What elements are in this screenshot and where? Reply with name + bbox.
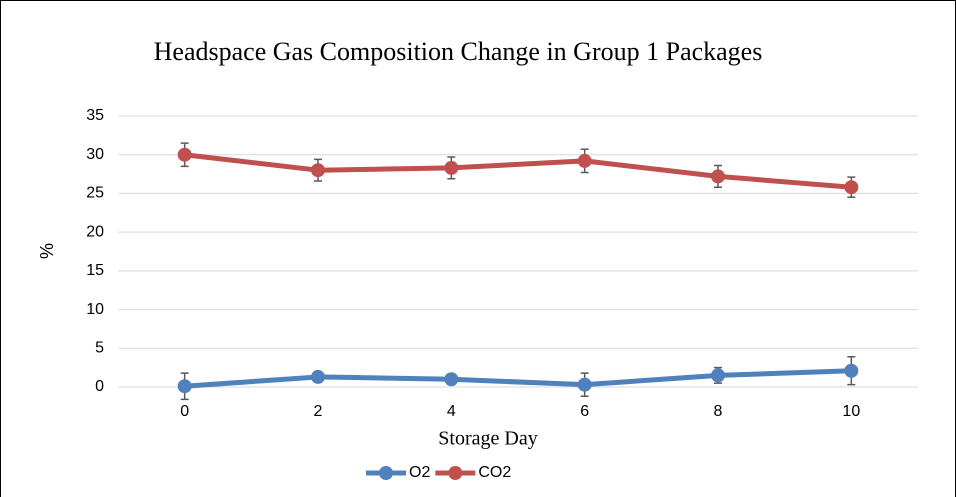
x-tick-label: 6 <box>580 403 589 420</box>
y-tick-label: 35 <box>86 107 104 124</box>
marker <box>577 377 592 392</box>
marker <box>177 147 192 162</box>
legend-label: CO2 <box>478 464 511 481</box>
x-tick-label: 8 <box>714 403 723 420</box>
marker <box>177 379 192 394</box>
x-tick-label: 10 <box>842 403 860 420</box>
marker <box>577 153 592 168</box>
marker <box>444 160 459 175</box>
y-tick-label: 20 <box>86 223 104 240</box>
marker <box>711 169 725 184</box>
line <box>184 368 852 389</box>
x-tick-label: 0 <box>180 403 189 420</box>
y-tick-label: 25 <box>86 185 104 202</box>
marker <box>444 372 459 387</box>
chart-title: Headspace Gas Composition Change in Grou… <box>154 37 763 66</box>
y-tick-label: 15 <box>86 262 104 279</box>
x-tick-label: 2 <box>314 403 323 420</box>
line <box>184 152 852 190</box>
y-tick-label: 5 <box>95 340 104 357</box>
y-axis-title: % <box>37 243 57 259</box>
legend-marker <box>448 466 463 480</box>
marker <box>844 363 859 378</box>
legend-marker <box>379 466 393 480</box>
legend-label: O2 <box>409 464 430 481</box>
y-tick-label: 30 <box>86 146 104 163</box>
marker <box>311 163 325 178</box>
marker <box>311 369 325 384</box>
y-tick-label: 0 <box>95 378 104 395</box>
y-tick-label: 10 <box>86 301 104 318</box>
marker <box>711 368 725 383</box>
x-tick-label: 4 <box>447 403 456 420</box>
marker <box>844 180 859 195</box>
x-axis-title: Storage Day <box>438 428 537 450</box>
